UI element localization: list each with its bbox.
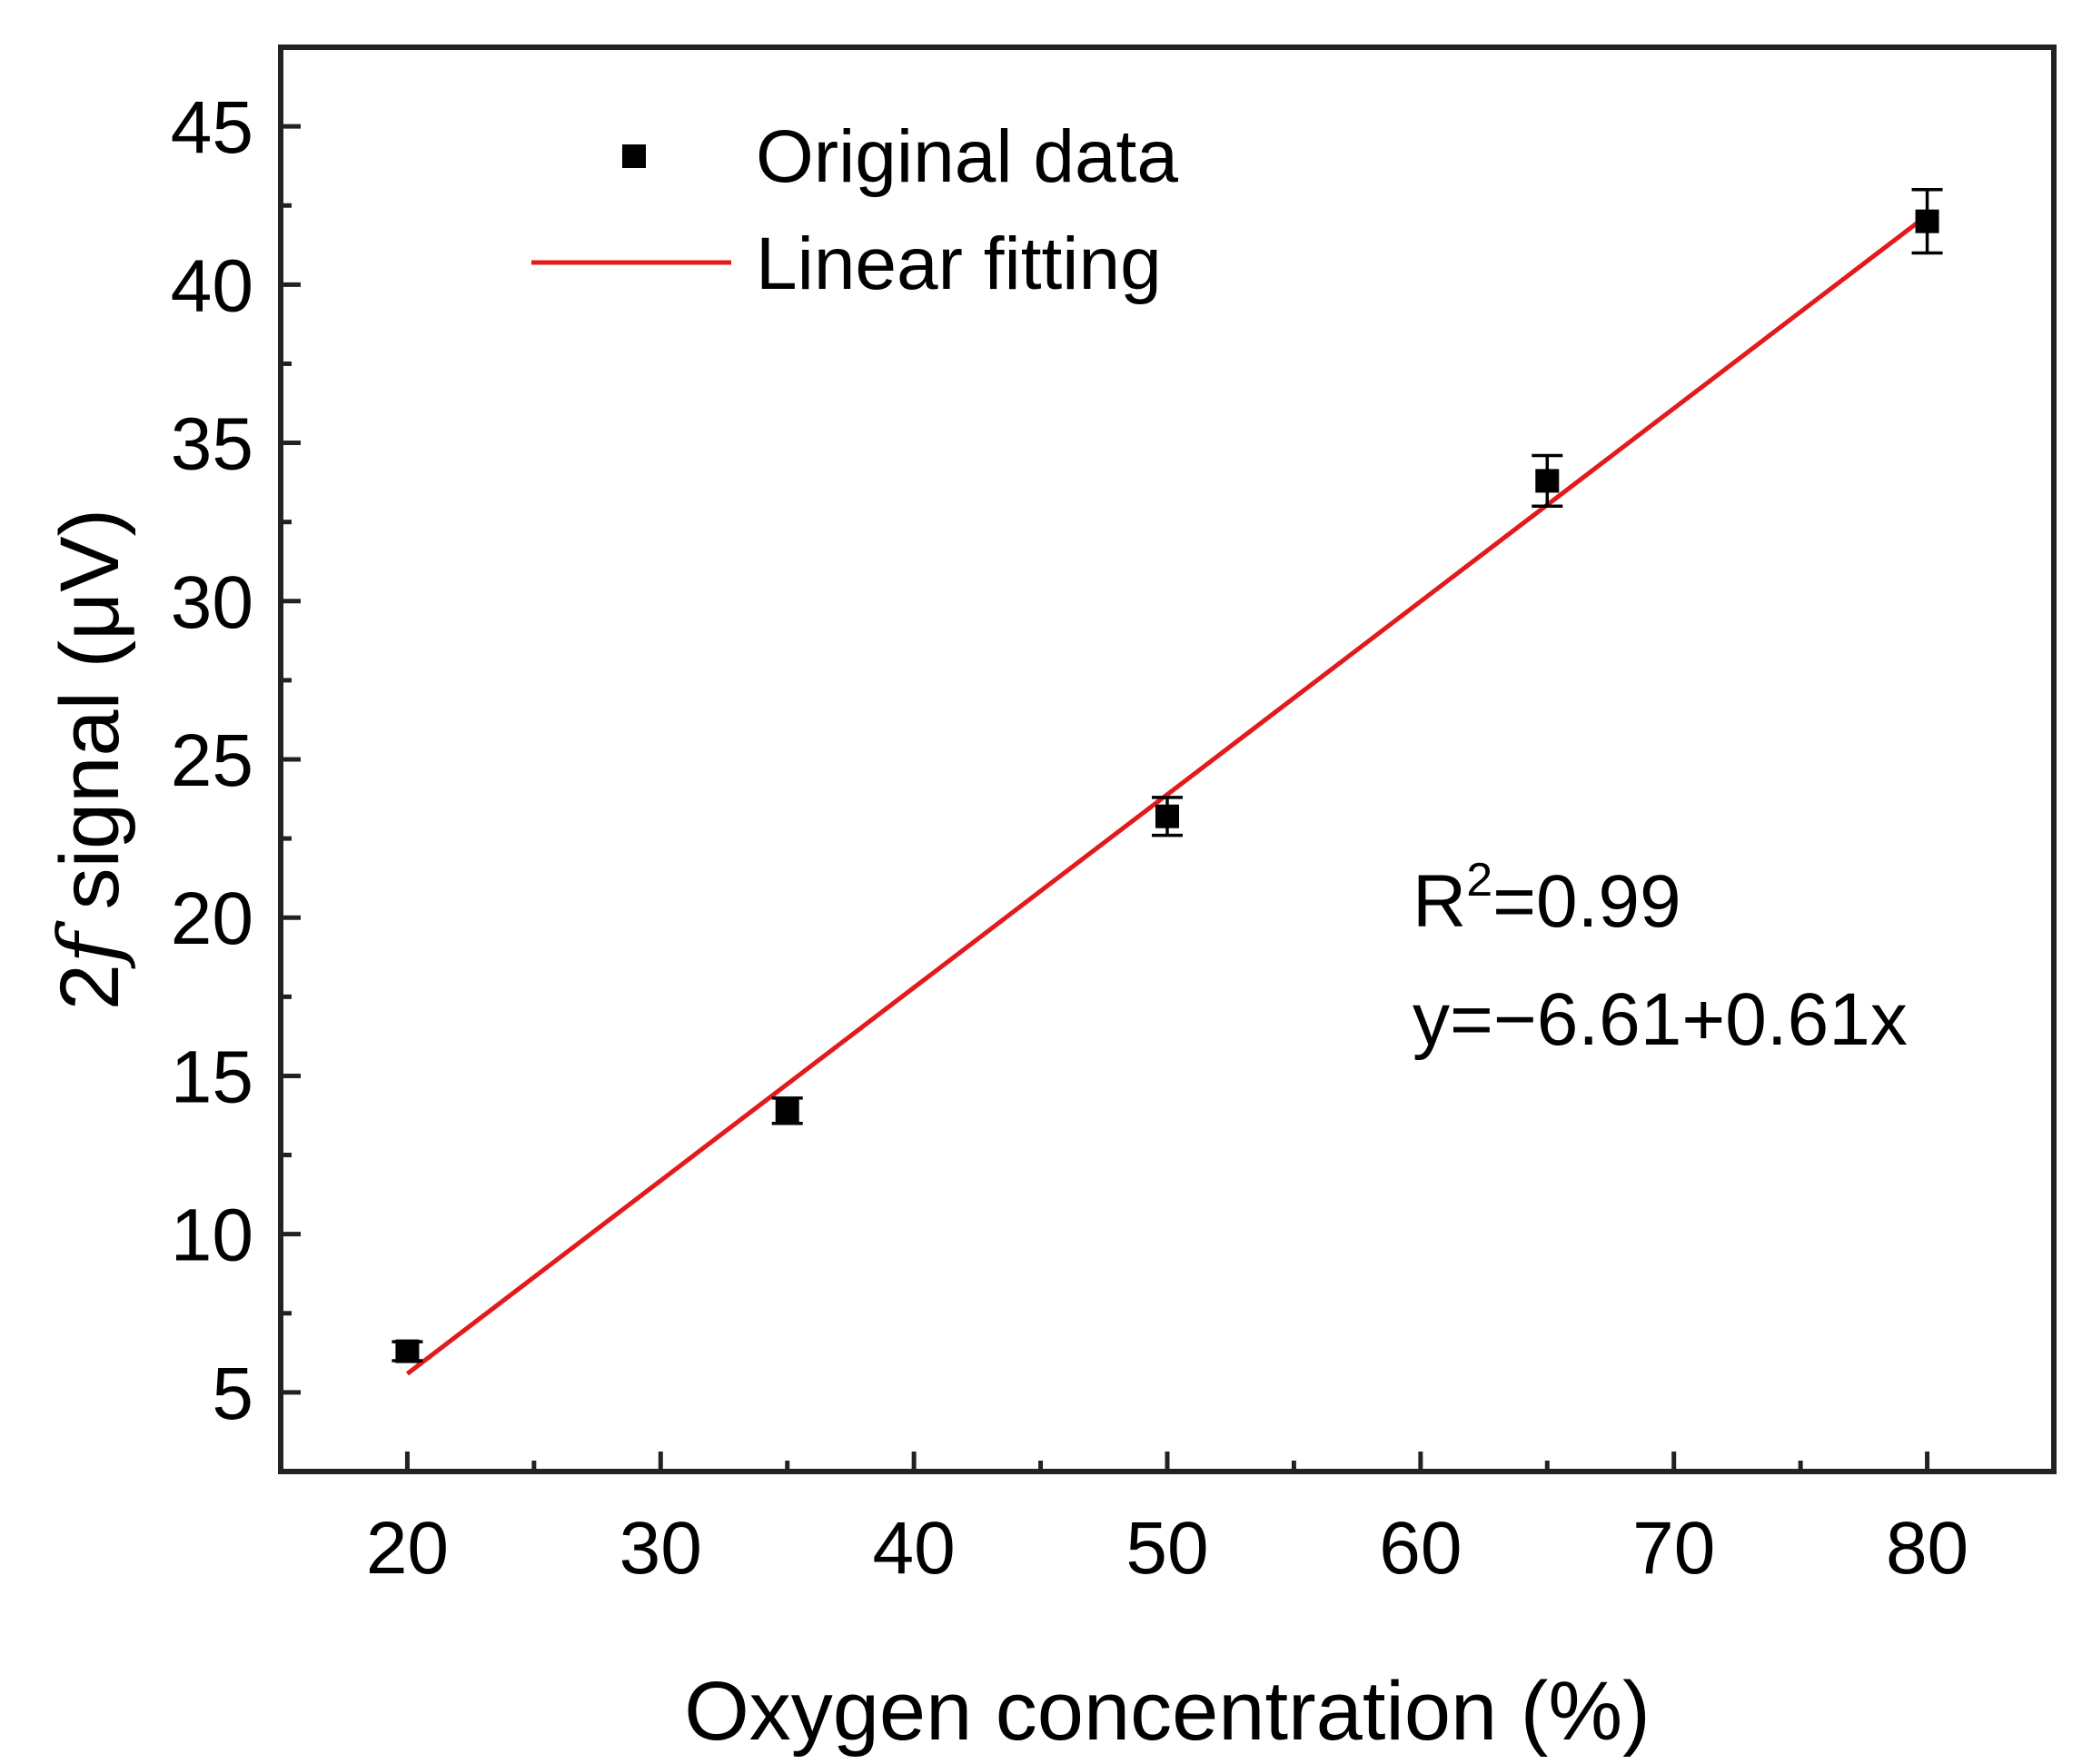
y-tick-label: 25 <box>171 719 253 802</box>
x-axis: 20 30 40 50 60 70 80 <box>366 1452 1968 1590</box>
legend-label-fit: Linear fitting <box>756 223 1162 305</box>
fit-equation-text: y=−6.61+0.61x <box>1413 978 1908 1061</box>
y-tick-label: 30 <box>171 561 253 644</box>
legend: Original data Linear fitting <box>531 115 1178 305</box>
data-point <box>775 1098 799 1123</box>
x-tick-label: 80 <box>1886 1507 1968 1590</box>
y-axis-title-prefix: 2 <box>44 964 136 1010</box>
y-tick-label: 5 <box>212 1353 253 1435</box>
data-points-group <box>392 188 1943 1363</box>
data-point <box>1915 209 1939 233</box>
r-squared-base: R <box>1413 860 1466 943</box>
y-tick-label: 20 <box>171 877 253 960</box>
data-point <box>1535 469 1560 493</box>
fit-annotation: R2=0.99 y=−6.61+0.61x <box>1413 854 1908 1061</box>
r-squared-sup: 2 <box>1466 854 1492 907</box>
r-squared-value: =0.99 <box>1492 860 1680 943</box>
y-tick-label: 10 <box>171 1194 253 1277</box>
fit-line <box>405 213 1929 1376</box>
x-tick-label: 70 <box>1632 1507 1715 1590</box>
y-tick-label: 35 <box>171 403 253 486</box>
legend-label-original: Original data <box>756 115 1178 198</box>
x-axis-title: Oxygen concentration (%) <box>684 1665 1651 1758</box>
data-point <box>395 1339 420 1363</box>
y-axis-title: 2f signal (μV) <box>41 509 138 1010</box>
x-tick-label: 60 <box>1379 1507 1462 1590</box>
r-squared-text: R2=0.99 <box>1413 854 1681 943</box>
y-tick-label: 40 <box>171 244 253 327</box>
y-axis-title-suffix: signal (μV) <box>44 509 136 933</box>
data-point <box>1155 804 1179 828</box>
x-tick-label: 50 <box>1125 1507 1208 1590</box>
x-tick-label: 20 <box>366 1507 449 1590</box>
x-tick-label: 30 <box>620 1507 702 1590</box>
y-tick-label: 15 <box>171 1036 253 1118</box>
legend-marker-square <box>622 144 646 168</box>
y-tick-label: 45 <box>171 86 253 169</box>
x-tick-label: 40 <box>873 1507 956 1590</box>
y-axis: 5 10 15 20 25 30 35 40 45 <box>171 86 301 1435</box>
fit-line-group <box>405 213 1929 1376</box>
